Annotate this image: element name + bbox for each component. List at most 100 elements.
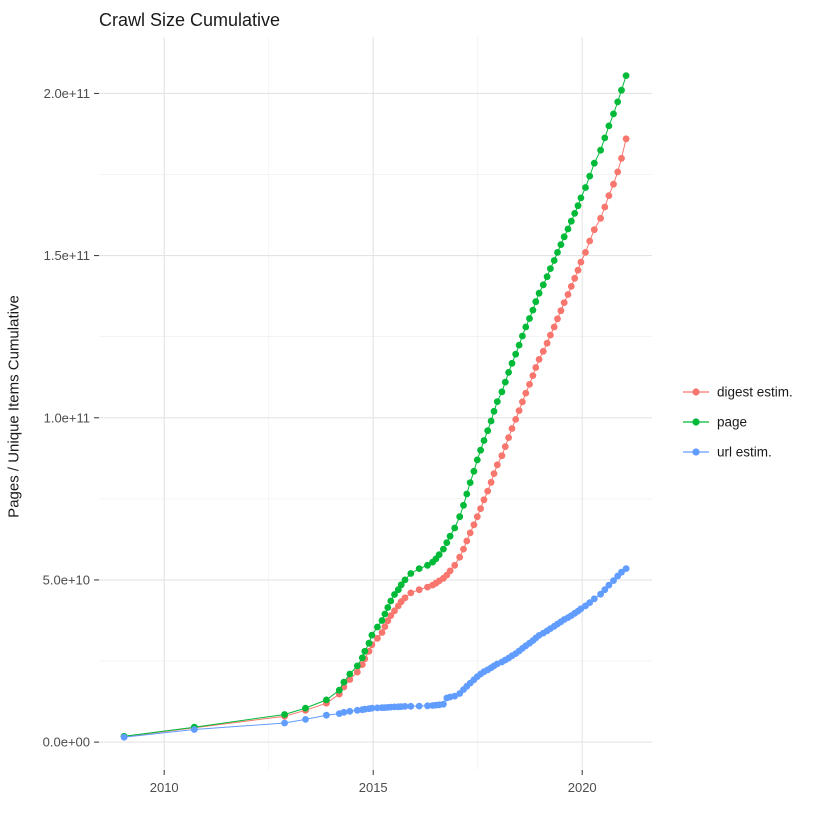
data-point bbox=[522, 389, 530, 397]
y-tick-label: 0.0e+00 bbox=[43, 735, 90, 750]
data-point bbox=[618, 568, 625, 576]
data-point bbox=[567, 217, 575, 225]
series-line-digest-estim- bbox=[124, 138, 627, 738]
data-point bbox=[501, 378, 509, 386]
data-point bbox=[614, 168, 622, 176]
data-point bbox=[302, 716, 309, 723]
data-point bbox=[550, 323, 558, 331]
data-point bbox=[473, 456, 481, 464]
data-point bbox=[443, 539, 451, 546]
data-point bbox=[387, 597, 395, 605]
data-point bbox=[384, 617, 392, 625]
data-point bbox=[605, 192, 613, 200]
data-point bbox=[515, 341, 523, 349]
data-point bbox=[424, 702, 431, 710]
data-point bbox=[335, 686, 343, 694]
data-point bbox=[446, 567, 454, 575]
legend-label: page bbox=[717, 415, 747, 430]
data-point bbox=[353, 706, 361, 714]
data-point bbox=[466, 479, 474, 486]
data-point bbox=[512, 416, 520, 423]
data-point bbox=[456, 553, 464, 561]
data-point bbox=[574, 202, 582, 210]
data-point bbox=[498, 388, 506, 396]
data-point bbox=[302, 704, 309, 712]
data-point bbox=[470, 467, 478, 475]
data-point bbox=[614, 98, 622, 106]
legend-key-point bbox=[692, 418, 700, 426]
x-tick-label: 2020 bbox=[568, 780, 597, 795]
data-point bbox=[487, 417, 495, 425]
data-point bbox=[473, 513, 481, 521]
data-point bbox=[378, 629, 386, 636]
data-point bbox=[391, 607, 398, 615]
data-point bbox=[358, 654, 366, 662]
data-point bbox=[539, 281, 547, 289]
data-point bbox=[605, 122, 613, 130]
data-point bbox=[451, 692, 459, 700]
legend-key-point bbox=[692, 448, 700, 456]
data-point bbox=[547, 331, 554, 339]
data-point bbox=[618, 154, 625, 162]
data-point bbox=[493, 461, 501, 469]
data-point bbox=[597, 590, 604, 598]
data-point bbox=[323, 711, 330, 719]
data-point bbox=[508, 425, 516, 432]
data-point bbox=[529, 372, 537, 379]
data-point bbox=[480, 496, 488, 504]
data-point bbox=[529, 306, 537, 314]
data-point bbox=[586, 172, 594, 180]
legend-label: digest estim. bbox=[717, 385, 793, 400]
data-point bbox=[466, 529, 474, 537]
series-line-url-estim- bbox=[124, 568, 627, 738]
data-point bbox=[415, 702, 423, 710]
data-point bbox=[567, 283, 575, 290]
data-point bbox=[526, 381, 533, 388]
data-point bbox=[557, 307, 565, 315]
data-point bbox=[346, 676, 354, 683]
data-point bbox=[560, 299, 568, 306]
data-point bbox=[490, 470, 498, 477]
data-point bbox=[365, 639, 373, 647]
data-point bbox=[574, 266, 582, 274]
data-point bbox=[346, 670, 354, 678]
y-axis-title: Pages / Unique Items Cumulative bbox=[5, 295, 23, 518]
data-point bbox=[554, 249, 561, 256]
data-point bbox=[480, 437, 488, 444]
data-point bbox=[522, 323, 530, 331]
data-point bbox=[391, 591, 398, 598]
data-point bbox=[401, 703, 409, 710]
data-point bbox=[387, 612, 395, 619]
data-point bbox=[610, 577, 617, 584]
data-point bbox=[557, 241, 565, 249]
data-point bbox=[470, 521, 478, 529]
data-point bbox=[460, 501, 467, 509]
data-point bbox=[564, 291, 572, 298]
data-point bbox=[508, 359, 516, 367]
data-point bbox=[440, 545, 447, 553]
data-point bbox=[519, 332, 526, 340]
data-point bbox=[190, 726, 198, 733]
data-point bbox=[597, 214, 604, 222]
data-point bbox=[543, 273, 551, 281]
data-point bbox=[505, 369, 512, 376]
data-point bbox=[477, 505, 484, 512]
data-point bbox=[378, 617, 386, 624]
data-point bbox=[401, 594, 409, 602]
x-tick-label: 2015 bbox=[359, 780, 388, 795]
data-point bbox=[577, 194, 585, 202]
data-point bbox=[353, 662, 361, 670]
x-tick-label: 2010 bbox=[150, 780, 179, 795]
data-point bbox=[368, 704, 376, 712]
data-point bbox=[571, 210, 579, 217]
data-point bbox=[586, 237, 594, 245]
data-point bbox=[477, 446, 484, 454]
data-point bbox=[451, 524, 459, 532]
data-point bbox=[424, 583, 431, 591]
data-point bbox=[571, 274, 579, 282]
data-point bbox=[582, 184, 589, 191]
data-point bbox=[120, 733, 128, 741]
legend-label: url estim. bbox=[717, 445, 772, 460]
data-point bbox=[384, 604, 392, 611]
data-point bbox=[526, 315, 533, 322]
